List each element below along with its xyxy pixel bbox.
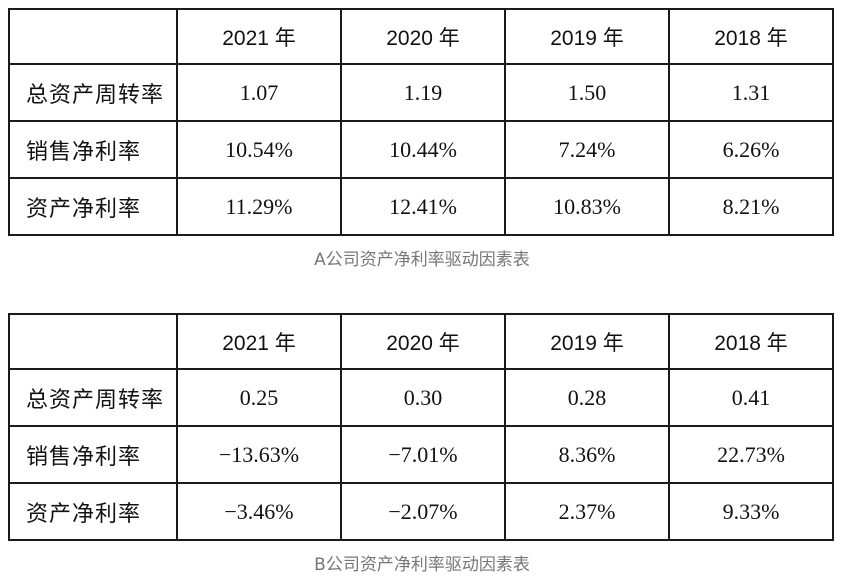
table-cell: 8.36%	[504, 425, 670, 484]
table-cell: −7.01%	[340, 425, 506, 484]
table-cell: 10.44%	[340, 120, 506, 179]
table-cell: 11.29%	[176, 177, 342, 236]
year-header: 2019 年	[504, 313, 670, 370]
year-header: 2020 年	[340, 313, 506, 370]
table-row: 资产净利率 −3.46% −2.07% 2.37% 9.33%	[8, 482, 834, 541]
table-cell: 1.19	[340, 63, 506, 122]
row-label: 资产净利率	[8, 482, 178, 541]
table-cell: 7.24%	[504, 120, 670, 179]
company-b-table: 2021 年 2020 年 2019 年 2018 年 总资产周转率 0.25 …	[8, 313, 834, 541]
table-cell: 22.73%	[668, 425, 834, 484]
table-cell: 6.26%	[668, 120, 834, 179]
table-cell: 10.83%	[504, 177, 670, 236]
row-label: 资产净利率	[8, 177, 178, 236]
table-cell: −3.46%	[176, 482, 342, 541]
table-cell: 1.31	[668, 63, 834, 122]
corner-cell	[8, 8, 178, 65]
row-label: 销售净利率	[8, 425, 178, 484]
table-caption: A公司资产净利率驱动因素表	[314, 250, 530, 270]
table-cell: 9.33%	[668, 482, 834, 541]
table-cell: −13.63%	[176, 425, 342, 484]
row-label: 销售净利率	[8, 120, 178, 179]
corner-cell	[8, 313, 178, 370]
year-header: 2019 年	[504, 8, 670, 65]
table-caption: B公司资产净利率驱动因素表	[314, 555, 530, 575]
table-cell: −2.07%	[340, 482, 506, 541]
table-row: 总资产周转率 0.25 0.30 0.28 0.41	[8, 368, 834, 427]
table-cell: 1.07	[176, 63, 342, 122]
year-header: 2020 年	[340, 8, 506, 65]
header-row: 2021 年 2020 年 2019 年 2018 年	[8, 313, 834, 370]
year-header: 2018 年	[668, 8, 834, 65]
table-cell: 10.54%	[176, 120, 342, 179]
row-label: 总资产周转率	[8, 368, 178, 427]
header-row: 2021 年 2020 年 2019 年 2018 年	[8, 8, 834, 65]
year-header: 2021 年	[176, 313, 342, 370]
table-cell: 8.21%	[668, 177, 834, 236]
table-cell: 0.28	[504, 368, 670, 427]
year-header: 2018 年	[668, 313, 834, 370]
table-cell: 0.25	[176, 368, 342, 427]
table-cell: 1.50	[504, 63, 670, 122]
table-cell: 0.30	[340, 368, 506, 427]
table-row: 销售净利率 −13.63% −7.01% 8.36% 22.73%	[8, 425, 834, 484]
row-label: 总资产周转率	[8, 63, 178, 122]
table-row: 销售净利率 10.54% 10.44% 7.24% 6.26%	[8, 120, 834, 179]
year-header: 2021 年	[176, 8, 342, 65]
table-cell: 0.41	[668, 368, 834, 427]
table-row: 总资产周转率 1.07 1.19 1.50 1.31	[8, 63, 834, 122]
table-cell: 2.37%	[504, 482, 670, 541]
table-cell: 12.41%	[340, 177, 506, 236]
table-row: 资产净利率 11.29% 12.41% 10.83% 8.21%	[8, 177, 834, 236]
company-a-table: 2021 年 2020 年 2019 年 2018 年 总资产周转率 1.07 …	[8, 8, 834, 236]
